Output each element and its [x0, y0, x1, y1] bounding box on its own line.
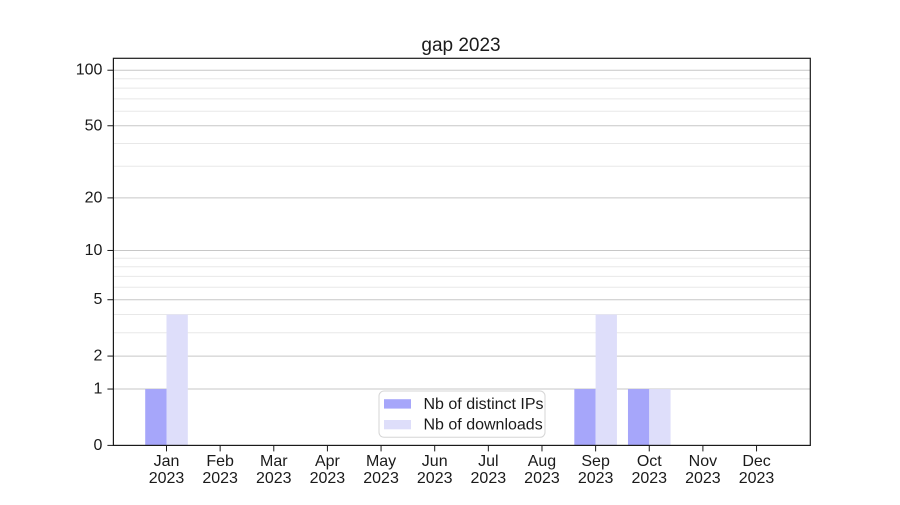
svg-text:2023: 2023 — [202, 470, 238, 487]
svg-text:50: 50 — [85, 117, 103, 134]
svg-text:20: 20 — [85, 189, 103, 206]
svg-text:0: 0 — [93, 437, 102, 454]
svg-text:Nb of downloads: Nb of downloads — [424, 417, 543, 434]
svg-text:5: 5 — [93, 291, 102, 308]
svg-text:Mar: Mar — [260, 453, 288, 470]
svg-text:2023: 2023 — [149, 470, 185, 487]
svg-text:Feb: Feb — [206, 453, 234, 470]
svg-text:Nb of distinct IPs: Nb of distinct IPs — [424, 396, 544, 413]
svg-text:Apr: Apr — [315, 453, 341, 470]
svg-text:gap 2023: gap 2023 — [421, 35, 500, 56]
svg-text:2023: 2023 — [256, 470, 292, 487]
svg-text:2023: 2023 — [310, 470, 346, 487]
svg-text:Sep: Sep — [581, 453, 610, 470]
svg-text:May: May — [366, 453, 396, 470]
svg-text:Aug: Aug — [528, 453, 556, 470]
svg-text:Oct: Oct — [637, 453, 662, 470]
svg-text:2023: 2023 — [631, 470, 667, 487]
svg-text:Dec: Dec — [742, 453, 770, 470]
svg-text:10: 10 — [85, 242, 103, 259]
svg-text:Nov: Nov — [689, 453, 717, 470]
svg-text:2023: 2023 — [417, 470, 453, 487]
svg-text:2023: 2023 — [685, 470, 721, 487]
svg-text:2023: 2023 — [524, 470, 560, 487]
svg-text:2023: 2023 — [578, 470, 614, 487]
svg-text:Jan: Jan — [154, 453, 180, 470]
svg-text:Jun: Jun — [422, 453, 448, 470]
svg-text:2023: 2023 — [363, 470, 399, 487]
svg-text:Jul: Jul — [478, 453, 498, 470]
svg-text:2: 2 — [93, 348, 102, 365]
svg-text:2023: 2023 — [471, 470, 507, 487]
svg-text:2023: 2023 — [739, 470, 775, 487]
svg-text:1: 1 — [93, 381, 102, 398]
svg-text:100: 100 — [76, 62, 103, 79]
